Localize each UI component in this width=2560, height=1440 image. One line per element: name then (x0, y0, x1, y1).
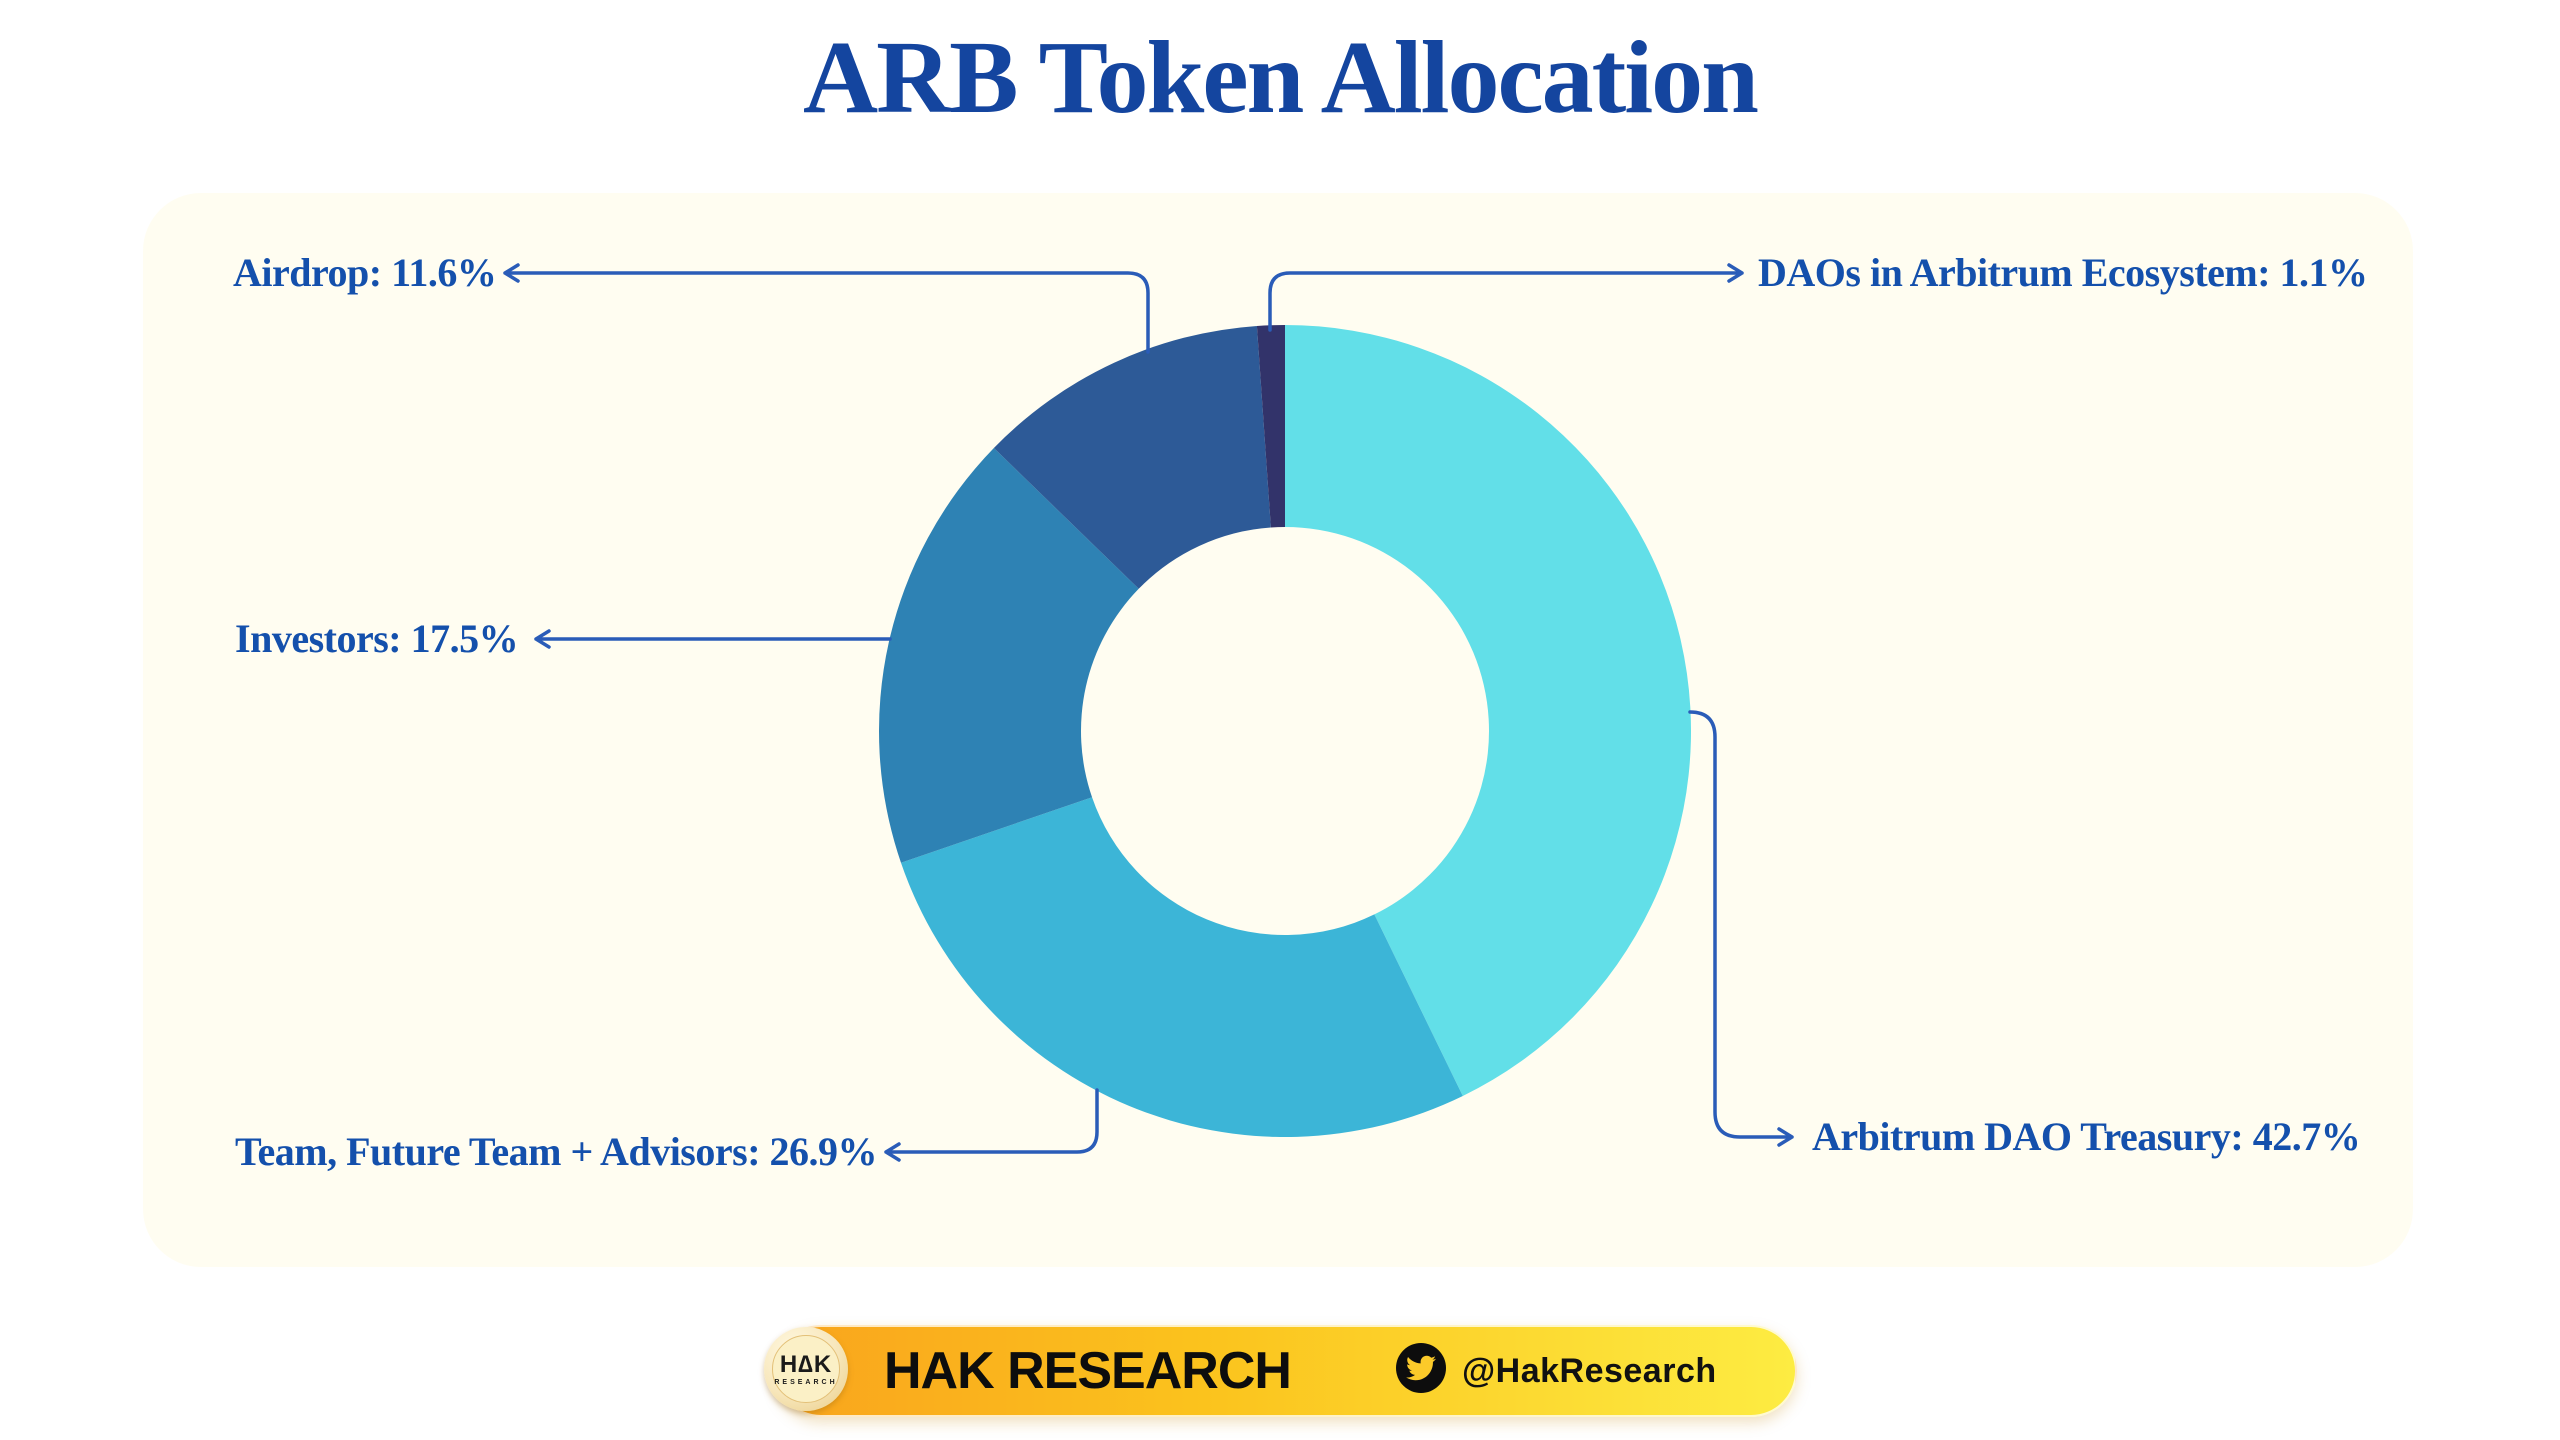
footer-brand-pill (775, 1325, 1797, 1417)
brand-name: HAK RESEARCH (884, 1342, 1292, 1400)
leader-line-airdrop (503, 263, 1150, 354)
twitter-handle: @HakResearch (1462, 1351, 1717, 1390)
label-investors: Investors: 17.5% (235, 616, 519, 661)
leader-line-daos (1268, 263, 1744, 332)
donut-slice-airdrop (993, 325, 1271, 589)
hak-logo-badge: H∆K RESEARCH (764, 1327, 848, 1411)
hak-logo-letters: H∆K (779, 1350, 833, 1378)
twitter-bird-icon (1396, 1343, 1446, 1393)
leader-line-team (884, 1088, 1099, 1162)
label-airdrop: Airdrop: 11.6% (233, 250, 497, 295)
page-title: ARB Token Allocation (802, 20, 1759, 135)
hak-logo-inner: H∆K RESEARCH (772, 1335, 840, 1403)
leader-line-investors (534, 629, 892, 649)
donut-slice-arbitrum-dao-treasury (1285, 325, 1692, 1096)
label-treasury: Arbitrum DAO Treasury: 42.7% (1812, 1114, 2361, 1159)
label-team: Team, Future Team + Advisors: 26.9% (235, 1129, 878, 1174)
label-daos: DAOs in Arbitrum Ecosystem: 1.1% (1758, 250, 2368, 295)
hak-logo-subtext: RESEARCH (774, 1378, 838, 1386)
twitter-bird-glyph (1406, 1355, 1436, 1381)
donut-slice-investors (879, 448, 1139, 863)
leader-line-treasury (1688, 710, 1794, 1147)
donut-slice-daos-in-arbitrum-ecosystem (1256, 325, 1285, 528)
donut-slice-team-future-team-advisors (900, 797, 1463, 1137)
